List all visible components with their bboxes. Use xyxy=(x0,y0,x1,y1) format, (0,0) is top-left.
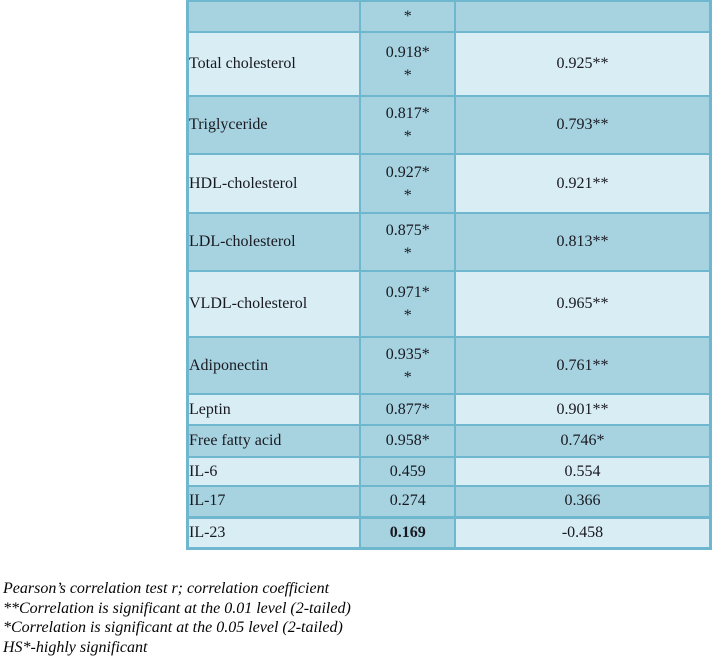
cutoff-r1-cell: * xyxy=(359,0,457,33)
r1-value-line1: 0.935* xyxy=(385,345,430,363)
r1-value-cell: 0.935* * xyxy=(359,336,457,395)
row-label: IL-17 xyxy=(186,485,362,518)
r1-value-cell: 0.927* * xyxy=(359,153,457,214)
r2-value-cell: 0.965** xyxy=(454,270,712,338)
r2-value-cell: 0.925** xyxy=(454,31,712,97)
r1-value-line2: * xyxy=(403,128,412,145)
table-row-leptin: Leptin 0.877* 0.901** xyxy=(186,393,712,426)
r2-value-cell: 0.761** xyxy=(454,336,712,395)
row-label: IL-6 xyxy=(186,456,362,487)
table-row-hdl-cholesterol: HDL-cholesterol 0.927* * 0.921** xyxy=(186,153,712,214)
row-label: Total cholesterol xyxy=(186,31,362,97)
row-label: HDL-cholesterol xyxy=(186,153,362,214)
footnote-significance-005: *Correlation is significant at the 0.05 … xyxy=(3,619,343,636)
r1-value-line1: 0.875* xyxy=(385,222,430,239)
row-label: IL-23 xyxy=(186,515,362,549)
r1-value-cell: 0.971* * xyxy=(359,270,457,338)
row-label: LDL-cholesterol xyxy=(186,212,362,272)
table-row-il17: IL-17 0.274 0.366 xyxy=(186,485,712,518)
table-row-total-cholesterol: Total cholesterol 0.918* * 0.925** xyxy=(186,31,712,97)
r1-value-line2: * xyxy=(403,307,412,324)
r1-value-line2: * xyxy=(403,186,412,204)
r1-value-line1: 0.918* xyxy=(385,44,430,61)
r1-value-cell: 0.875* * xyxy=(359,212,457,272)
table-row-free-fatty-acid: Free fatty acid 0.958* 0.746* xyxy=(186,424,712,458)
table-row-adiponectin: Adiponectin 0.935* * 0.761** xyxy=(186,336,712,395)
r2-value-cell: 0.746* xyxy=(454,424,712,458)
table-row-il23: IL-23 0.169 -0.458 xyxy=(186,515,712,549)
cutoff-r2-cell xyxy=(454,0,712,33)
r1-value-cell: 0.169 xyxy=(359,515,457,549)
r2-value-cell: 0.901** xyxy=(454,393,712,426)
footnote-hs: HS*-highly significant xyxy=(3,638,148,656)
cutoff-label-cell xyxy=(186,0,362,33)
r1-value-line1: 0.927* xyxy=(385,163,430,181)
row-label: Adiponectin xyxy=(186,336,362,395)
footnote-pearson: Pearson’s correlation test r; correlatio… xyxy=(3,580,330,597)
r1-value-cell: 0.918* * xyxy=(359,31,457,97)
table-row-ldl-cholesterol: LDL-cholesterol 0.875* * 0.813** xyxy=(186,212,712,272)
r2-value-cell: 0.921** xyxy=(454,153,712,214)
r2-value-cell: 0.366 xyxy=(454,485,712,518)
r2-value-cell: -0.458 xyxy=(454,515,712,549)
table-row-vldl-cholesterol: VLDL-cholesterol 0.971* * 0.965** xyxy=(186,270,712,338)
r2-value-cell: 0.793** xyxy=(454,95,712,155)
r2-value-cell: 0.813** xyxy=(454,212,712,272)
table-row-cutoff: * xyxy=(186,0,712,33)
row-label: Free fatty acid xyxy=(186,424,362,458)
correlation-table-container: * Total cholesterol 0.918* * 0.925** Tri… xyxy=(186,0,712,550)
r1-value-cell: 0.817* * xyxy=(359,95,457,155)
r1-value-line1: 0.817* xyxy=(385,105,430,122)
r1-value-cell: 0.459 xyxy=(359,456,457,487)
table-footnotes: Pearson’s correlation test r; correlatio… xyxy=(3,579,351,657)
r1-value-line2: * xyxy=(403,245,412,262)
r2-value-cell: 0.554 xyxy=(454,456,712,487)
r1-value-cell: 0.877* xyxy=(359,393,457,426)
table-row-triglyceride: Triglyceride 0.817* * 0.793** xyxy=(186,95,712,155)
r1-value-line2: * xyxy=(403,67,412,84)
table-row-il6: IL-6 0.459 0.554 xyxy=(186,456,712,487)
r1-value-cell: 0.958* xyxy=(359,424,457,458)
r1-value-line2: * xyxy=(403,368,412,386)
row-label: VLDL-cholesterol xyxy=(186,270,362,338)
r1-value-cell: 0.274 xyxy=(359,485,457,518)
footnote-significance-001: **Correlation is significant at the 0.01… xyxy=(3,599,351,617)
row-label: Leptin xyxy=(186,393,362,426)
r1-value-line1: 0.971* xyxy=(385,284,430,301)
row-label: Triglyceride xyxy=(186,95,362,155)
correlation-table: * Total cholesterol 0.918* * 0.925** Tri… xyxy=(186,0,712,550)
